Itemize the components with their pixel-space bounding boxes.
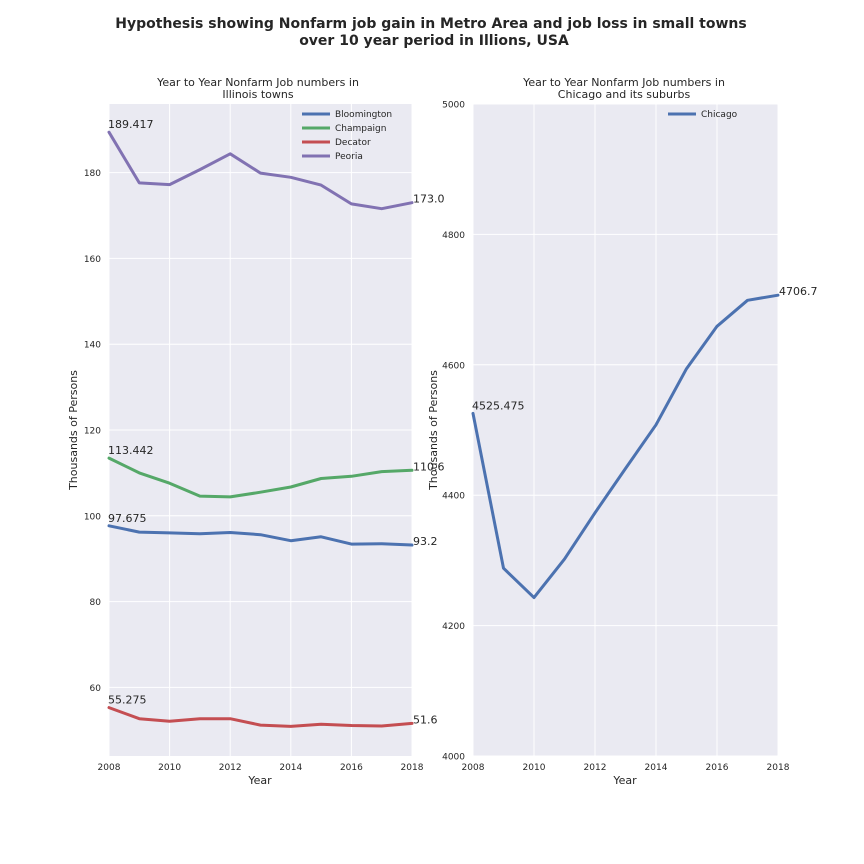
legend: Bloomington Champaign Decator Peoria [302,110,392,162]
data-label-start: 189.417 [108,118,154,131]
x-tick-label: 2014 [279,763,302,773]
series-line-peoria [107,130,414,211]
legend-label: Champaign [335,124,386,134]
chart-title-line2: Illinois towns [222,88,293,101]
chart-panel-illinois-towns: 2008 2010 2012 2014 2016 2018 60 80 100 120 140 160… [67,76,445,787]
figure-title-line1: Hypothesis showing Nonfarm job gain in M… [115,16,746,32]
y-tick-label: 60 [90,684,102,694]
y-axis-label: Thousands of Persons [67,370,80,491]
data-label-start: 113.442 [108,444,154,457]
x-tick-label: 2016 [706,763,729,773]
grid [108,104,413,756]
data-label-end: 4706.7 [779,285,818,298]
y-tick-label: 180 [84,169,101,179]
chart-title-line2: Chicago and its suburbs [558,88,691,101]
y-tick-label: 160 [84,255,101,265]
series-line-chicago [471,293,780,600]
x-axis-label: Year [247,774,272,787]
y-tick-label: 4800 [442,231,465,241]
x-tick-label: 2010 [158,763,181,773]
x-tick-label: 2008 [462,763,485,773]
x-tick-label: 2010 [523,763,546,773]
series-line-bloomington [107,524,414,547]
x-tick-label: 2012 [219,763,242,773]
legend-label: Chicago [701,110,738,120]
chart-title-line1: Year to Year Nonfarm Job numbers in [156,76,359,89]
y-tick-label: 4600 [442,361,465,371]
x-tick-label: 2014 [645,763,668,773]
chart-panel-chicago: 2008 2010 2012 2014 2016 2018 4000 4200 4400 4600… [427,76,818,787]
data-label-end: 110.6 [413,460,445,473]
y-tick-label: 5000 [442,101,465,111]
x-tick-label: 2016 [340,763,363,773]
x-axis-label: Year [612,774,637,787]
figure-title-line2: over 10 year period in Illions, USA [299,33,569,49]
chart-title-line1: Year to Year Nonfarm Job numbers in [522,76,725,89]
y-tick-label: 140 [84,341,101,351]
data-label-end: 173.0 [413,193,445,206]
legend-label: Bloomington [335,110,392,120]
grid [472,103,779,757]
data-label-start: 97.675 [108,512,147,525]
series-line-decator [107,706,414,728]
y-tick-label: 4000 [442,753,465,763]
x-tick-label: 2012 [584,763,607,773]
y-axis-label: Thousands of Persons [427,370,440,491]
legend: Chicago [668,110,738,120]
x-tick-label: 2018 [401,763,424,773]
y-tick-label: 120 [84,427,101,437]
data-label-start: 55.275 [108,694,147,707]
plot-area [473,104,778,756]
y-tick-label: 80 [90,598,102,608]
y-tick-label: 100 [84,512,101,522]
data-label-start: 4525.475 [472,399,525,412]
data-label-end: 93.2 [413,535,438,548]
x-tick-label: 2018 [767,763,790,773]
x-tick-label: 2008 [98,763,121,773]
data-label-end: 51.6 [413,713,438,726]
legend-label: Decator [335,138,371,148]
y-tick-label: 4400 [442,492,465,502]
y-tick-label: 4200 [442,622,465,632]
legend-label: Peoria [335,152,363,162]
